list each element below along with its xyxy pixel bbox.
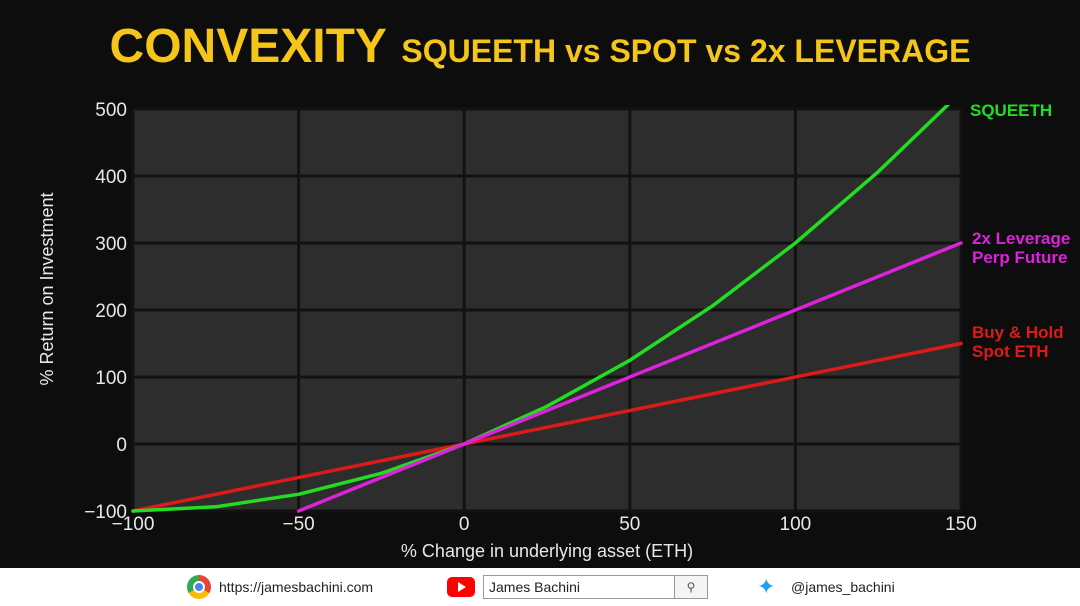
spot-line: [131, 341, 963, 513]
leverage-line: [296, 241, 963, 513]
twitter-handle[interactable]: @james_bachini: [791, 579, 895, 595]
footer-bar: https://jamesbachini.com James Bachini ⚲…: [0, 568, 1080, 606]
twitter-link[interactable]: ✦ @james_bachini: [757, 568, 895, 606]
grid: [131, 107, 963, 513]
x-tick-label: 50: [619, 514, 640, 535]
y-tick-label: 300: [95, 234, 127, 255]
series-lines: [131, 105, 963, 513]
x-tick-label: −100: [112, 514, 155, 535]
chart-title: CONVEXITY SQUEETH vs SPOT vs 2x LEVERAGE: [110, 20, 971, 73]
y-tick-label: 200: [95, 301, 127, 322]
x-axis-label: % Change in underlying asset (ETH): [401, 541, 693, 561]
spot-series-label: Buy & Hold Spot ETH: [972, 323, 1064, 361]
y-tick-label: 0: [116, 435, 127, 456]
y-tick-label: −100: [84, 502, 127, 523]
y-axis-label: % Return on Investment: [37, 192, 57, 385]
youtube-icon[interactable]: [447, 577, 475, 597]
chart-title-sub: SQUEETH vs SPOT vs 2x LEVERAGE: [401, 33, 970, 69]
youtube-search-input[interactable]: James Bachini: [489, 579, 581, 595]
y-tick-label: 100: [95, 368, 127, 389]
x-tick-label: 100: [780, 514, 812, 535]
x-tick-label: −50: [282, 514, 314, 535]
convexity-chart: CONVEXITY SQUEETH vs SPOT vs 2x LEVERAGE…: [37, 20, 1070, 561]
youtube-search-box[interactable]: James Bachini ⚲: [483, 575, 708, 599]
website-link[interactable]: https://jamesbachini.com: [187, 568, 373, 606]
website-url[interactable]: https://jamesbachini.com: [219, 579, 374, 595]
series-labels: SQUEETH 2x Leverage Perp Future Buy & Hold S…: [970, 101, 1070, 361]
x-tick-label: 0: [459, 514, 470, 535]
y-tick-label: 400: [95, 167, 127, 188]
search-icon[interactable]: ⚲: [674, 576, 707, 598]
chart-title-main: CONVEXITY: [110, 20, 387, 73]
x-tick-label: 150: [945, 514, 977, 535]
axis-ticks: −100 0 100 200 300 400 500 −100 −50 0 50 100 150: [84, 100, 977, 535]
leverage-series-label: 2x Leverage Perp Future: [972, 229, 1070, 267]
squeeth-line: [131, 105, 951, 513]
y-tick-label: 500: [95, 100, 127, 121]
youtube-channel[interactable]: James Bachini ⚲: [447, 568, 708, 606]
twitter-icon[interactable]: ✦: [757, 574, 776, 599]
squeeth-series-label: SQUEETH: [970, 101, 1052, 120]
chrome-icon: [187, 575, 211, 599]
